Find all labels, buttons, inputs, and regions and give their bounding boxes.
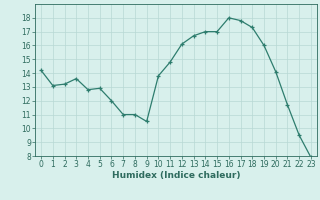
X-axis label: Humidex (Indice chaleur): Humidex (Indice chaleur)	[112, 171, 240, 180]
